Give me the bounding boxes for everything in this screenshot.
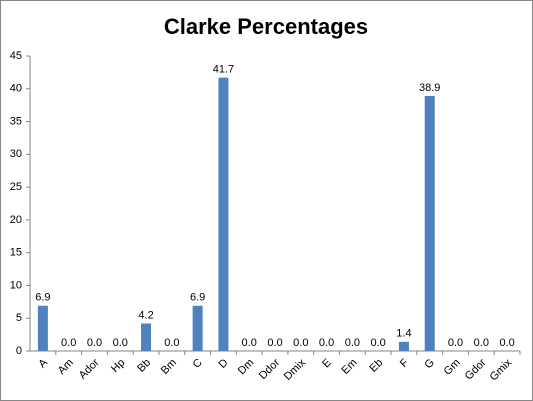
y-tick-label: 20 [10,214,22,226]
data-label: 0.0 [293,337,308,349]
y-tick-label: 15 [10,247,22,259]
bar [218,77,229,351]
bar [141,323,152,351]
y-tick-label: 30 [10,148,22,160]
data-label: 1.4 [396,328,411,340]
data-label: 0.0 [474,337,489,349]
data-label: 0.0 [448,337,463,349]
data-label: 0.0 [345,337,360,349]
data-label: 38.9 [419,82,440,94]
chart-title: Clarke Percentages [164,14,368,39]
data-label: 6.9 [190,292,205,304]
data-label: 0.0 [371,337,386,349]
data-label: 4.2 [138,309,153,321]
bar [37,305,48,351]
y-tick-label: 45 [10,50,22,62]
data-label: 0.0 [113,337,128,349]
data-label: 0.0 [61,337,76,349]
bar [424,95,435,351]
data-label: 41.7 [213,64,234,76]
y-tick-label: 0 [16,345,22,357]
bar [398,341,409,351]
data-label: 0.0 [87,337,102,349]
y-tick-label: 25 [10,181,22,193]
y-tick-label: 35 [10,115,22,127]
y-tick-label: 5 [16,312,22,324]
data-label: 0.0 [499,337,514,349]
data-label: 0.0 [164,337,179,349]
data-label: 0.0 [242,337,257,349]
bar [192,305,203,351]
y-tick-label: 10 [10,279,22,291]
y-tick-label: 40 [10,83,22,95]
data-label: 6.9 [35,292,50,304]
data-label: 0.0 [319,337,334,349]
data-label: 0.0 [267,337,282,349]
